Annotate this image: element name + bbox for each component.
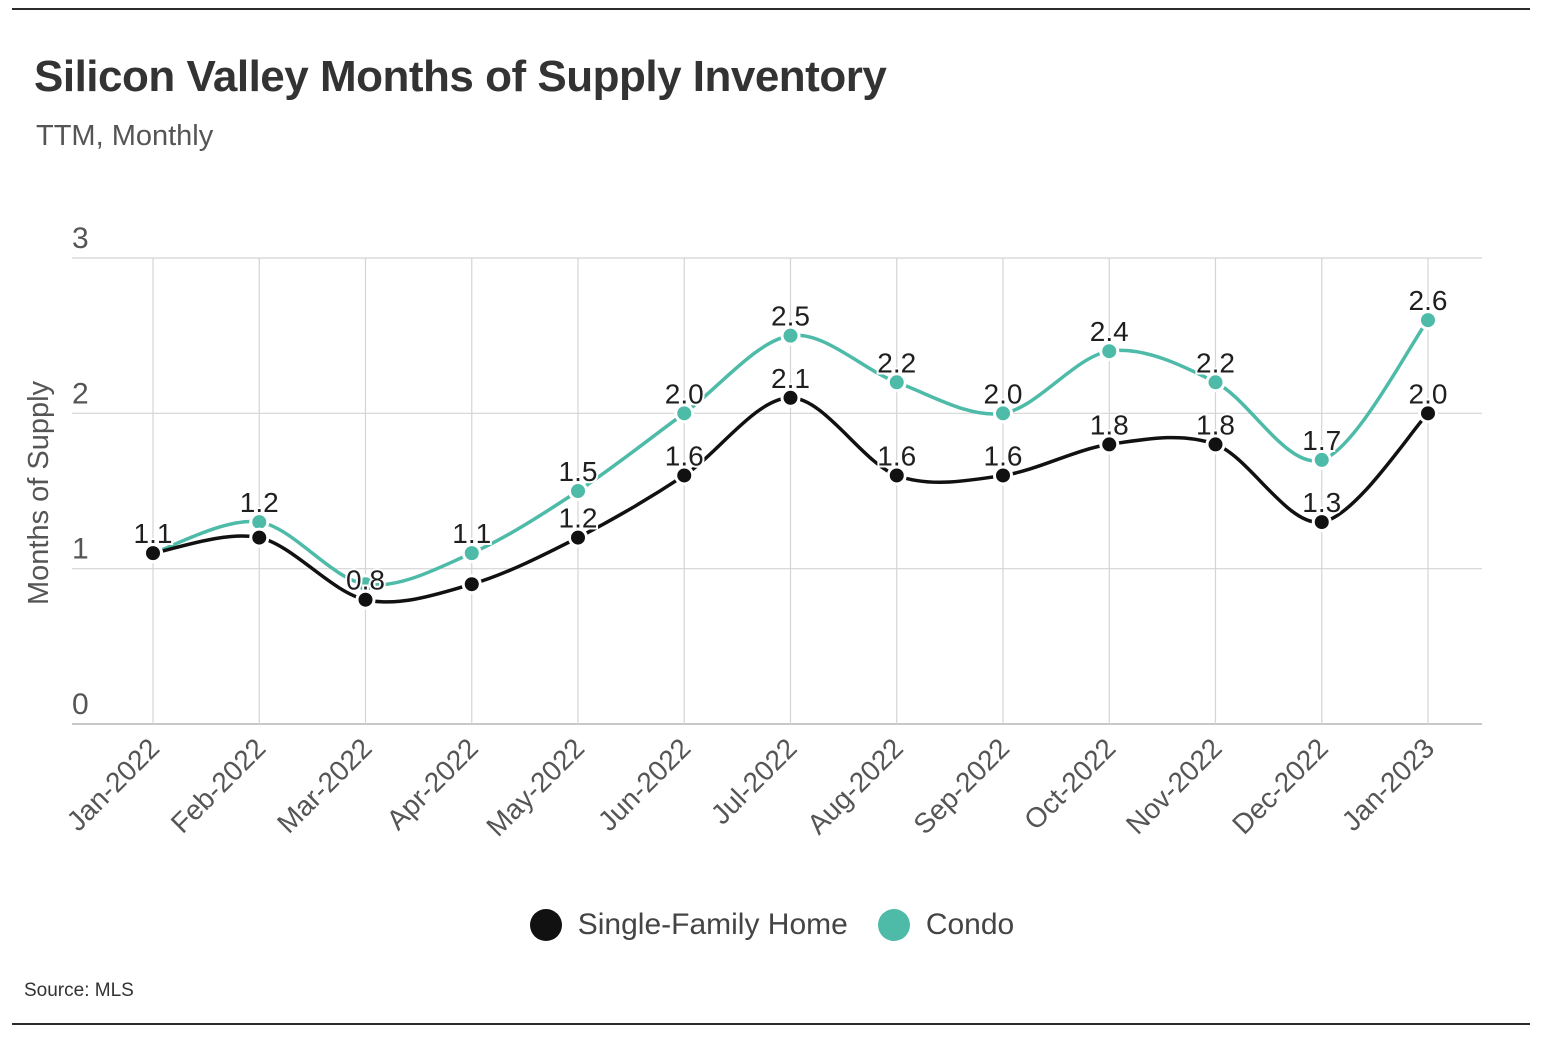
data-label-single-family-home: 0.8 (346, 565, 385, 596)
data-point-single-family-home (249, 527, 270, 548)
data-point-single-family-home (1205, 434, 1226, 455)
legend-swatch-single-family-home (529, 909, 562, 941)
data-point-condo (1205, 372, 1226, 393)
legend-item-condo[interactable]: Condo (877, 908, 1015, 942)
x-tick-label: Feb-2022 (165, 732, 272, 839)
data-label-condo: 2.0 (984, 378, 1023, 409)
data-label-single-family-home: 2.1 (771, 363, 810, 394)
source-note: Source: MLS (24, 980, 134, 1001)
x-tick-label: Mar-2022 (271, 732, 378, 839)
x-tick-label: Nov-2022 (1120, 732, 1228, 840)
line-chart: 0 1 2 3 Jan-2022 Feb-2022 Mar-2022 Apr-2022May-… (23, 222, 1482, 842)
data-point-single-family-home (780, 387, 801, 408)
data-label-condo: 1.5 (559, 456, 598, 487)
data-label-single-family-home: 1.2 (559, 503, 598, 534)
y-tick-label: 1 (72, 533, 89, 566)
data-point-condo (886, 372, 907, 393)
data-point-condo (568, 481, 588, 501)
y-tick-label: 3 (72, 222, 89, 255)
x-tick-label: Jan-2023 (1336, 732, 1440, 836)
bottom-rule (12, 1023, 1530, 1025)
data-label-single-family-home: 1.8 (1196, 409, 1235, 440)
x-tick-label: Oct-2022 (1018, 732, 1121, 835)
y-tick-label: 0 (72, 688, 89, 721)
data-label-condo: 1.1 (452, 518, 491, 549)
data-label-condo: 2.5 (771, 301, 810, 332)
data-label-condo: 1.2 (240, 487, 279, 518)
x-tick-label: Apr-2022 (381, 732, 484, 835)
data-point-single-family-home (1418, 403, 1438, 424)
legend-label-single-family-home: Single-Family Home (577, 908, 848, 941)
x-tick-label: Sep-2022 (907, 732, 1015, 840)
data-label-condo: 1.7 (1302, 425, 1341, 456)
legend-label-condo: Condo (925, 908, 1015, 941)
data-point-condo (1099, 341, 1120, 362)
x-tick-label: Jul-2022 (705, 732, 803, 830)
x-tick-label: May-2022 (480, 732, 590, 842)
data-point-single-family-home (1311, 512, 1332, 533)
data-point-condo (780, 325, 801, 346)
y-tick-label: 2 (72, 377, 89, 410)
x-tick-label: Dec-2022 (1226, 732, 1334, 840)
data-label-condo: 2.6 (1409, 285, 1448, 316)
legend-item-single-family-home[interactable]: Single-Family Home (529, 908, 848, 942)
data-point-single-family-home (461, 574, 482, 595)
data-label-condo: 1.1 (134, 518, 173, 549)
data-point-condo (1418, 310, 1438, 331)
data-label-condo: 2.0 (665, 378, 704, 409)
y-axis-title: Months of Supply (23, 380, 55, 605)
data-point-single-family-home (568, 527, 588, 548)
data-label-single-family-home: 2.0 (1409, 378, 1448, 409)
chart-title: Silicon Valley Months of Supply Inventor… (34, 52, 887, 101)
data-point-single-family-home (674, 465, 695, 486)
data-label-single-family-home: 1.6 (665, 440, 704, 471)
x-tick-label: Aug-2022 (801, 732, 909, 840)
data-label-condo: 2.2 (877, 347, 916, 378)
x-tick-label: Jan-2022 (61, 732, 165, 836)
data-label-condo: 2.4 (1090, 316, 1129, 347)
top-rule (12, 8, 1530, 10)
legend: Single-Family Home Condo (0, 908, 1544, 942)
legend-swatch-condo (877, 909, 910, 941)
data-point-single-family-home (143, 543, 163, 564)
data-point-single-family-home (886, 465, 907, 486)
data-label-single-family-home: 1.3 (1302, 487, 1341, 518)
data-point-condo (1311, 449, 1332, 470)
data-label-single-family-home: 1.8 (1090, 409, 1129, 440)
data-point-single-family-home (355, 589, 376, 610)
data-label-condo: 2.2 (1196, 347, 1235, 378)
data-point-condo (461, 543, 482, 564)
data-point-condo (993, 403, 1013, 424)
data-point-single-family-home (1099, 434, 1120, 455)
x-tick-label: Jun-2022 (592, 732, 696, 836)
data-label-single-family-home: 1.6 (984, 440, 1023, 471)
data-label-single-family-home: 1.6 (877, 440, 916, 471)
data-point-condo (674, 403, 695, 424)
data-point-single-family-home (993, 465, 1013, 486)
chart-subtitle: TTM, Monthly (36, 120, 214, 152)
